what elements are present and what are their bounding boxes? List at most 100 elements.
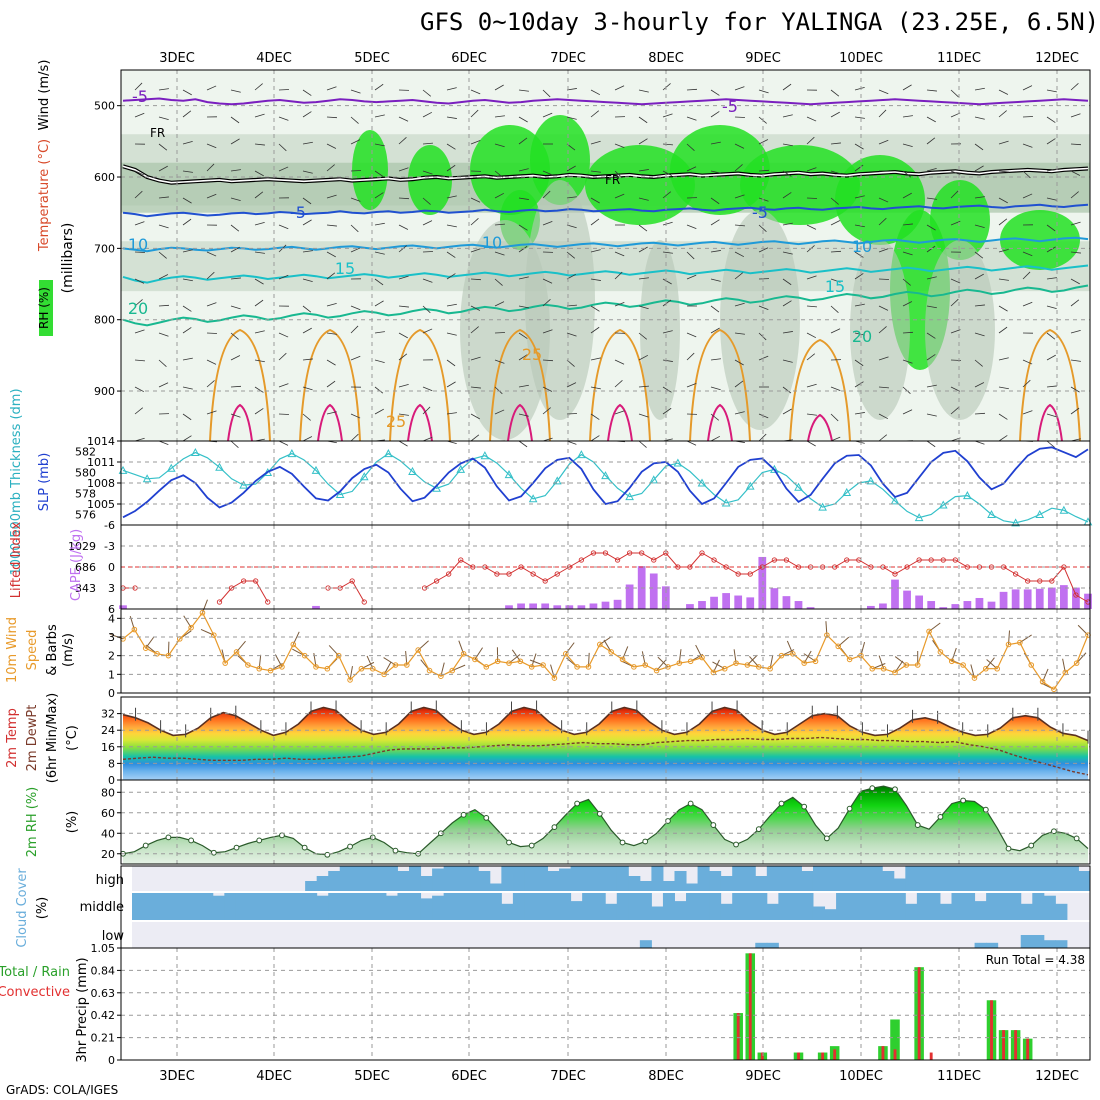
cloud-middle-bar (155, 893, 168, 920)
wind-barb (926, 332, 936, 339)
li-marker (892, 571, 898, 577)
y-tick-label-li: -6 (104, 519, 115, 532)
wind10m-marker (653, 667, 660, 674)
cloud-high-bar (489, 883, 502, 891)
date-tick-bottom: 4DEC (256, 1069, 292, 1084)
temp-fill (123, 707, 1088, 780)
wind-barb (254, 83, 263, 91)
y-tick-label-li: 0 (108, 561, 115, 574)
y-tick-label: 0 (108, 687, 115, 700)
wind-barb (998, 110, 1007, 118)
wind-barb (998, 170, 1009, 173)
wind-barb (446, 116, 457, 119)
wind10m-marker (188, 624, 194, 631)
cloud-high-bar (328, 871, 341, 891)
wind-barb (998, 435, 1008, 442)
precip-convective-bar (821, 1052, 825, 1060)
cape-bar (1047, 587, 1056, 609)
wind10m-marker (994, 665, 1000, 672)
cloud-middle-bar (132, 893, 145, 920)
cloud-high-bar (570, 866, 583, 891)
wind-barb (686, 88, 698, 91)
cloud-middle-bar (720, 903, 733, 920)
wind-barb (566, 196, 577, 199)
wind-barb (542, 359, 554, 362)
wind-barb (590, 170, 601, 173)
wind-barb (566, 251, 576, 259)
cloud-high-bar (778, 866, 791, 891)
wind-barb (710, 278, 721, 282)
rh-marker (1073, 835, 1080, 842)
wind-barb (446, 332, 457, 336)
wind-barb (974, 304, 985, 307)
panel-frame (120, 779, 1091, 865)
axis-title-wind-d: (m/s) (61, 633, 76, 667)
wind-barb (494, 143, 505, 148)
wind10m-marker (926, 628, 932, 635)
wind-barb (974, 412, 986, 415)
wind-barb (590, 413, 600, 420)
wind-barb (518, 245, 528, 253)
wind-barb (158, 382, 169, 388)
wind-barb (446, 359, 456, 367)
thickness-marker (335, 489, 345, 499)
wind-barb (374, 83, 384, 91)
wind-barb (614, 410, 625, 415)
wind-barb (326, 194, 337, 199)
cloud-middle-bar (328, 893, 341, 920)
cape-bar (722, 593, 730, 609)
wind-barb (854, 332, 865, 336)
wind-barb (902, 386, 911, 394)
rh-marker (324, 851, 331, 858)
wind-barb (590, 386, 601, 390)
wind-barb (902, 409, 913, 415)
wind-barb (830, 386, 841, 391)
wind10m-marker (835, 643, 842, 650)
rh-marker (778, 800, 785, 807)
wind-barb (374, 192, 384, 199)
wind10m-marker (245, 662, 251, 668)
wind-barb (422, 197, 431, 205)
axis-title-wind: Wind (m/s) (37, 60, 52, 131)
wind-barb (350, 305, 361, 311)
cape-bar (758, 556, 767, 609)
isotherm-label: 15 (335, 259, 355, 278)
freezing-label: FR (150, 126, 165, 140)
date-tick-top: 3DEC (159, 51, 195, 66)
wind-barb (1022, 410, 1033, 415)
wind10m-marker (267, 667, 274, 674)
wind-barb (1046, 277, 1057, 280)
wind-barb (734, 224, 745, 227)
wind-barb (806, 197, 818, 199)
wind-barb (566, 116, 577, 120)
y-tick-label: 1014 (87, 435, 115, 448)
wind10m-marker (290, 641, 297, 648)
wind-barb (1046, 138, 1056, 145)
wind-barb (446, 195, 457, 199)
cape-bar (601, 601, 610, 609)
wind-barb (926, 197, 937, 200)
y-tick-label: 1.05 (91, 942, 116, 955)
date-tick-top: 12DEC (1035, 51, 1079, 66)
wind-barb (638, 305, 649, 310)
axis-title-dewpt: 2m DewPt (25, 705, 40, 772)
wind-barb (494, 84, 504, 91)
cloud-low-bar (1032, 935, 1045, 948)
freezing-label: FR (605, 173, 620, 187)
thickness-marker (287, 449, 297, 458)
isotherm-25-arc (389, 328, 451, 442)
cloud-high-bar (905, 866, 918, 891)
wind-barb (854, 359, 864, 367)
cloud-middle-bar (986, 893, 999, 920)
wind-barb (926, 245, 936, 253)
cape-bar (915, 595, 923, 609)
wind10m-marker (313, 664, 319, 670)
cape-bar (1023, 589, 1032, 609)
cloud-low-bar (1020, 935, 1033, 948)
wind-barb (950, 386, 961, 392)
wind-barb (638, 138, 648, 145)
wind-barb (230, 413, 241, 418)
wind-barb (182, 197, 192, 204)
wind-barb (590, 89, 601, 96)
wind-barb (158, 196, 169, 199)
